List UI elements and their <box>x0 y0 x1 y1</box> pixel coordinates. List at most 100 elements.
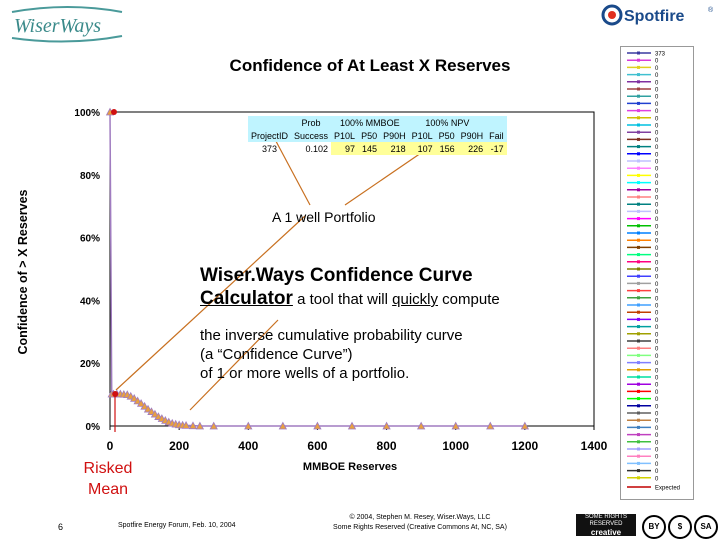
legend-label: 0 <box>655 160 659 166</box>
legend-marker <box>637 260 640 264</box>
data-point <box>181 421 191 429</box>
chart-title: Confidence of At Least X Reserves <box>229 56 511 75</box>
data-point <box>136 399 146 407</box>
legend-marker <box>637 425 640 429</box>
legend-marker <box>637 159 640 163</box>
legend-label: 0 <box>655 116 659 122</box>
legend-marker <box>637 173 640 177</box>
legend-marker <box>637 94 640 98</box>
legend-marker <box>637 375 640 379</box>
top-marker <box>111 109 117 115</box>
trademark-mark: ® <box>708 6 714 14</box>
legend-label: 0 <box>655 145 659 151</box>
legend-marker <box>637 433 640 437</box>
legend-label: 0 <box>655 332 659 338</box>
legend-marker <box>637 245 640 249</box>
legend-marker <box>637 166 640 170</box>
legend-label: 0 <box>655 376 659 382</box>
legend-label: 0 <box>655 124 659 130</box>
callout-line-portfolio <box>115 215 306 391</box>
col-p90h: P90H <box>380 129 409 142</box>
legend-label: 0 <box>655 224 659 230</box>
legend-marker <box>637 353 640 357</box>
legend-label: 0 <box>655 433 659 439</box>
copyright-notice: © 2004, Stephen M. Resey, Wiser.Ways, LL… <box>333 514 507 531</box>
legend-label: 0 <box>655 88 659 94</box>
legend-label: 0 <box>655 361 659 367</box>
y-tick-label: 60% <box>80 234 100 245</box>
legend-label: 0 <box>655 318 659 324</box>
legend-marker <box>637 231 640 235</box>
data-point <box>278 421 288 430</box>
event-caption: Spotfire Energy Forum, Feb. 10, 2004 <box>118 522 236 529</box>
legend-label: 0 <box>655 80 659 86</box>
legend-label: 0 <box>655 174 659 180</box>
col-project-id: ProjectID <box>248 129 292 142</box>
legend-label: 0 <box>655 181 659 187</box>
legend-marker <box>637 51 640 55</box>
legend-label: 0 <box>655 469 659 475</box>
legend-marker <box>637 476 640 480</box>
legend-marker <box>637 339 640 343</box>
legend-label: 0 <box>655 368 659 374</box>
x-tick-label: 1000 <box>442 439 469 453</box>
legend-label: 0 <box>655 289 659 295</box>
cell-p50: 145 <box>358 142 381 155</box>
calculator-title: Wiser.Ways Confidence Curve Calculator a… <box>200 264 600 311</box>
data-point <box>188 421 198 430</box>
header-mmboe: 100% MMBOE <box>331 116 409 129</box>
creative-commons-badge[interactable]: SOME RIGHTS RESERVED creative commons <box>576 514 636 536</box>
legend-label: 0 <box>655 203 659 209</box>
col-success: Success <box>291 129 332 142</box>
cell-p90h: 218 <box>380 142 409 155</box>
legend-marker <box>637 123 640 127</box>
legend-marker <box>637 454 640 458</box>
cell-npv-p50: 156 <box>435 142 458 155</box>
legend-marker <box>637 65 640 69</box>
legend-marker <box>637 238 640 242</box>
col-p50: P50 <box>358 129 381 142</box>
legend-marker <box>637 152 640 156</box>
data-point <box>195 421 205 430</box>
legend-label: 0 <box>655 404 659 410</box>
svg-text:Spotfire: Spotfire <box>624 8 685 25</box>
legend-marker <box>637 137 640 141</box>
calculator-phrase-a: a tool that will <box>292 291 393 308</box>
legend-label: 0 <box>655 232 659 238</box>
x-tick-label: 400 <box>238 439 258 453</box>
legend-marker <box>637 224 640 228</box>
x-tick-label: 1200 <box>512 439 539 453</box>
legend-label: 0 <box>655 455 659 461</box>
legend-label: 0 <box>655 397 659 403</box>
callout-line-table-left <box>269 129 311 206</box>
legend-label: 0 <box>655 95 659 101</box>
legend-marker <box>637 209 640 213</box>
data-point <box>451 421 460 430</box>
x-tick-label: 600 <box>307 439 327 453</box>
cell-fail: -17 <box>486 142 507 155</box>
legend-label: 0 <box>655 102 659 108</box>
col-npv-p10l: P10L <box>408 129 436 142</box>
chart-legend[interactable]: 373 0 0 0 0 0 0 0 0 0 0 0 0 0 0 0 0 0 0 0 0 0 0 0 0 0 0 0 0 0 0 0 0 0 0 0 0 0… <box>620 46 694 500</box>
legend-label: 0 <box>655 73 659 79</box>
x-tick-label: 800 <box>377 439 397 453</box>
legend-marker <box>637 303 640 307</box>
legend-marker <box>637 447 640 451</box>
cc-sharealike-icon: SA <box>694 515 718 539</box>
cell-project-id: 373 <box>261 143 278 154</box>
legend-label: 0 <box>655 138 659 144</box>
legend-marker <box>637 361 640 365</box>
data-point <box>486 421 495 430</box>
legend-marker <box>637 253 640 257</box>
y-tick-label: 0% <box>86 422 101 433</box>
legend-marker <box>637 289 640 293</box>
legend-marker <box>637 73 640 77</box>
legend-marker <box>637 87 640 91</box>
summary-table: Prob 100% MMBOE 100% NPV ProjectID Succe… <box>248 116 507 155</box>
legend-label: 0 <box>655 354 659 360</box>
data-point <box>347 421 357 430</box>
risked-mean-label: Risked Mean <box>83 460 133 498</box>
legend-items: 3730000000000000000000000000000000000000… <box>627 51 680 492</box>
legend-label: 0 <box>655 239 659 245</box>
